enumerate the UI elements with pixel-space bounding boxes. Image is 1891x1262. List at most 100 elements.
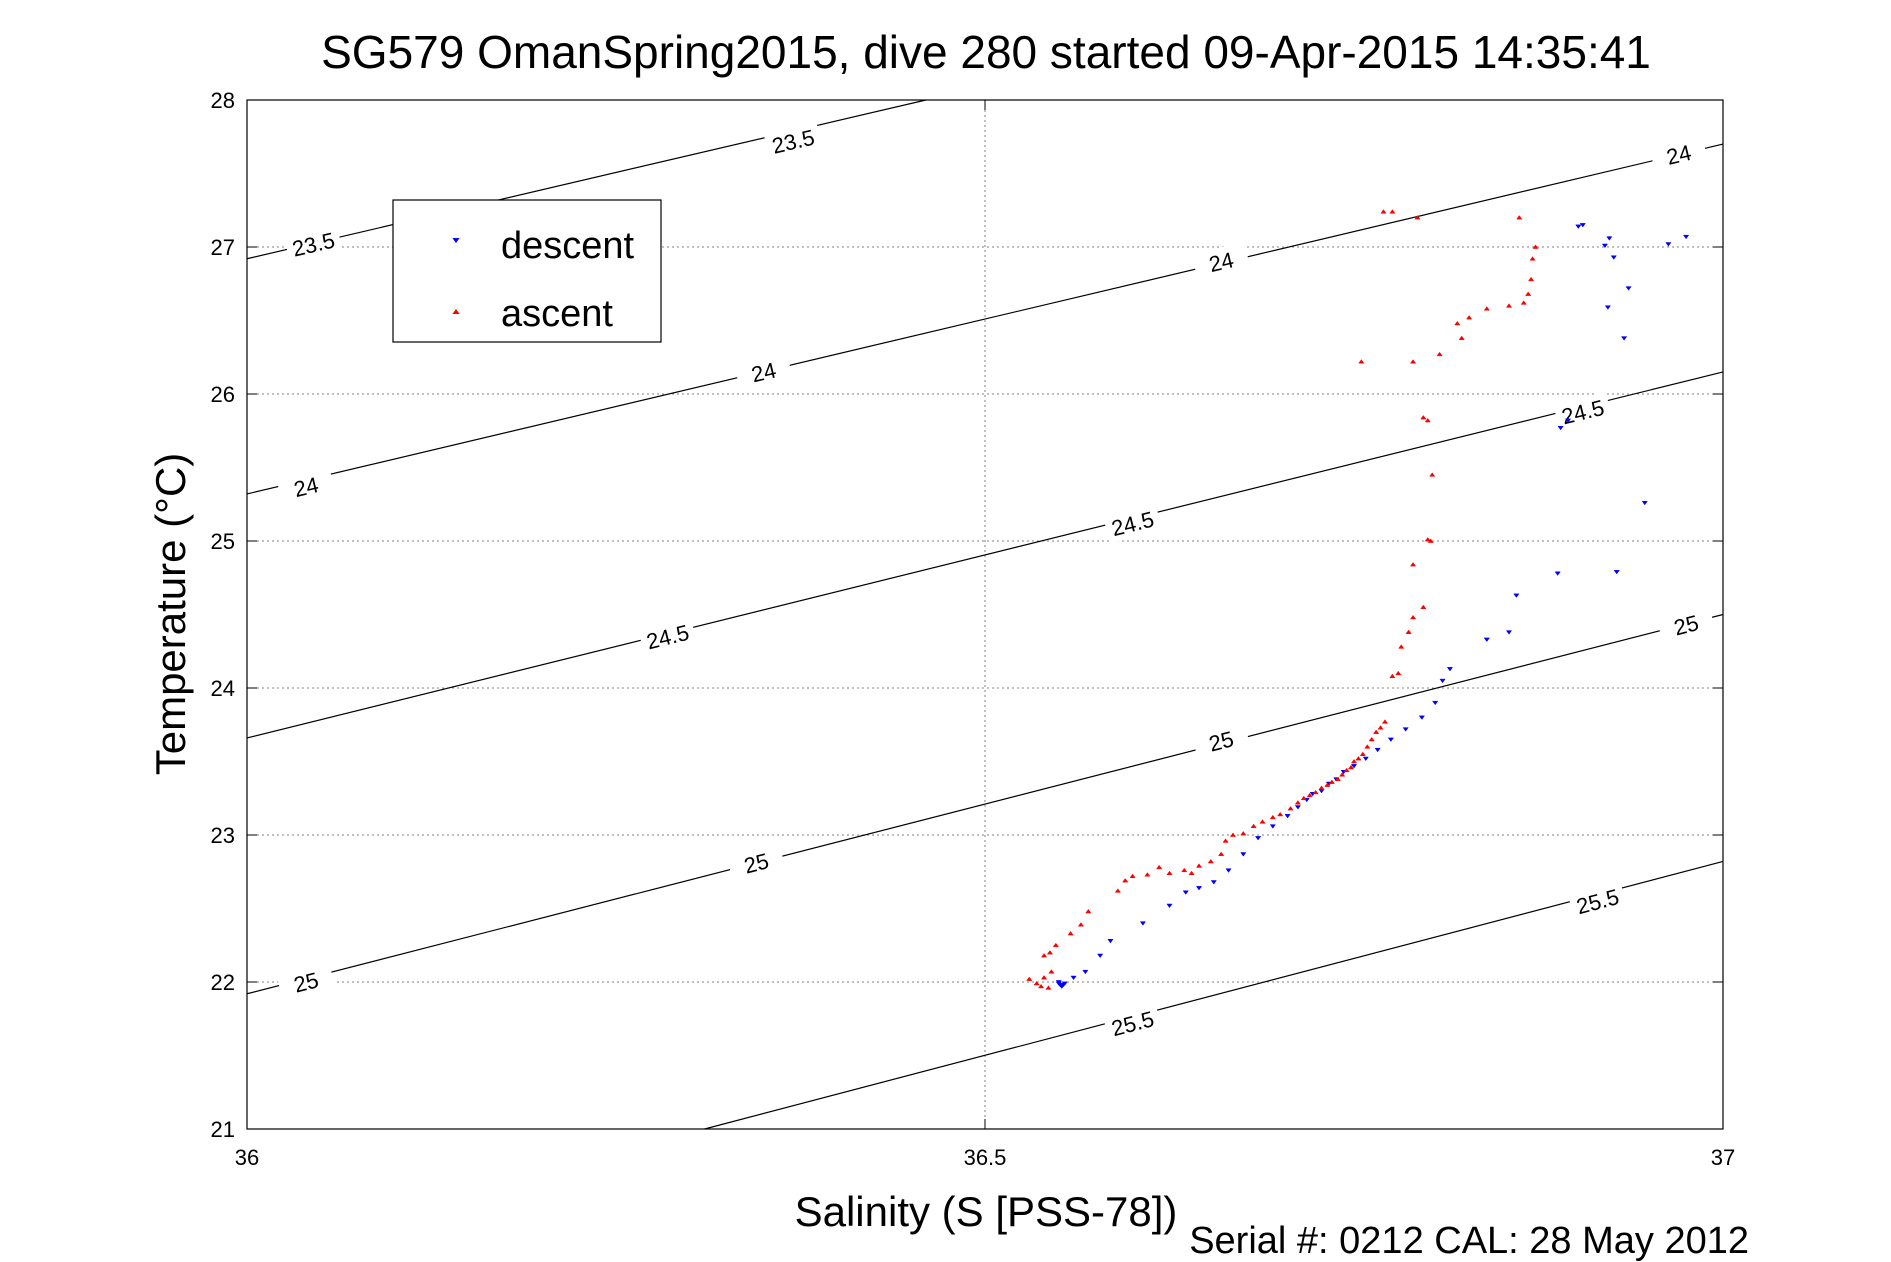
contour-line xyxy=(704,860,1724,1130)
ascent-point xyxy=(1505,303,1513,308)
y-tick-label: 28 xyxy=(211,88,235,113)
contour-label-gap xyxy=(276,466,336,507)
descent-point xyxy=(1513,593,1520,598)
ascent-point xyxy=(1454,320,1461,326)
y-tick-label: 26 xyxy=(211,382,235,407)
ascent-point xyxy=(1048,969,1055,974)
legend-label-ascent: ascent xyxy=(501,293,613,335)
descent-point xyxy=(1439,678,1446,684)
y-tick-label: 21 xyxy=(211,1117,235,1142)
descent-point xyxy=(1575,224,1582,229)
descent-point xyxy=(1613,570,1620,575)
density-contours: 23.523.52424242424.524.524.52525252525.5… xyxy=(246,99,1724,1130)
ascent-point xyxy=(1405,629,1412,634)
contour-line xyxy=(246,613,1724,995)
ascent-point xyxy=(1129,873,1136,878)
ascent-point xyxy=(1377,725,1384,730)
ascent-point xyxy=(1277,811,1284,817)
ascent-point xyxy=(1532,244,1539,249)
ascent-point xyxy=(1368,736,1375,742)
ascent-point xyxy=(1516,215,1523,220)
contour-label-gap xyxy=(726,842,786,884)
ascent-point xyxy=(1122,878,1129,883)
descent-point xyxy=(1625,286,1632,291)
ascent-point xyxy=(1085,908,1092,914)
ascent-point xyxy=(1420,415,1427,420)
ascent-point xyxy=(1188,870,1195,876)
ascent-point xyxy=(1380,209,1387,214)
ascent-point xyxy=(1222,838,1229,843)
ascent-point xyxy=(1166,870,1173,876)
ascent-point xyxy=(1181,867,1188,873)
ascent-point xyxy=(1229,832,1237,837)
descent-point xyxy=(1564,418,1572,423)
contour-label-gap xyxy=(734,352,794,392)
ascent-point xyxy=(1429,472,1436,477)
x-tick-label: 37 xyxy=(1711,1145,1735,1170)
descent-point xyxy=(1061,981,1068,986)
ascent-point xyxy=(1033,980,1040,986)
contour-label-gap xyxy=(1191,720,1251,762)
contour-label-text: 24 xyxy=(749,357,779,387)
contour-label-gap xyxy=(1649,134,1709,175)
axis-ticks: 36 36.5 37 21 22 23 24 25 26 27 28 xyxy=(211,88,1736,1170)
contour-label-text: 25 xyxy=(741,848,771,878)
descent-point xyxy=(1097,953,1104,959)
descent-point xyxy=(1225,868,1232,873)
y-tick-label: 24 xyxy=(211,676,235,701)
ascent-point xyxy=(1038,983,1045,989)
ascent-point xyxy=(1156,864,1163,870)
descent-point xyxy=(1210,880,1217,885)
contour-label-text: 25 xyxy=(1206,726,1236,756)
ascent-point xyxy=(1339,772,1346,777)
ascent-point xyxy=(1334,776,1341,781)
contour-label: 25 xyxy=(276,961,336,1003)
legend-marker-ascent xyxy=(452,309,460,315)
legend-box xyxy=(392,199,662,343)
contour-label-gap xyxy=(283,224,343,264)
contour-label-gap xyxy=(1191,241,1251,282)
ascent-point xyxy=(1207,858,1214,864)
descent-point xyxy=(1579,223,1586,228)
ascent-point xyxy=(1195,863,1203,868)
ascent-point xyxy=(1389,673,1396,679)
contour-label: 25 xyxy=(1191,720,1251,762)
descent-point xyxy=(1139,921,1147,926)
contour-label-gap xyxy=(276,961,336,1003)
contour-label: 24 xyxy=(1649,134,1709,175)
contour-line xyxy=(246,371,1724,739)
descent-point xyxy=(1606,236,1613,241)
descent-point xyxy=(1374,747,1381,753)
ascent-point xyxy=(1389,209,1396,214)
y-tick-label: 27 xyxy=(211,235,235,260)
y-tick-label: 22 xyxy=(211,970,235,995)
ascent-point xyxy=(1424,537,1431,542)
descent-point xyxy=(1182,890,1189,895)
legend-markers xyxy=(452,237,460,315)
contour-label-text: 25 xyxy=(291,967,321,997)
descent-point xyxy=(1254,836,1262,841)
contour-label-gap xyxy=(1102,1002,1163,1044)
ascent-point xyxy=(1067,930,1074,936)
descent-point xyxy=(1418,715,1425,720)
descent-point xyxy=(1195,886,1203,891)
ascent-point xyxy=(1144,872,1151,877)
ascent-point xyxy=(1312,789,1319,795)
ascent-point xyxy=(1328,779,1335,784)
ascent-point xyxy=(1300,795,1307,801)
ascent-point xyxy=(1420,604,1427,609)
descent-point xyxy=(1294,805,1301,810)
ascent-point xyxy=(1520,300,1527,305)
ascent-point xyxy=(1114,888,1121,893)
descent-point xyxy=(1483,637,1490,643)
ascent-point xyxy=(1528,276,1535,282)
descent-point xyxy=(1665,242,1672,247)
descent-point xyxy=(1402,727,1409,732)
ascent-point xyxy=(1287,806,1294,811)
ascent-point xyxy=(1306,792,1313,798)
contour-label-text: 24 xyxy=(291,472,321,502)
ascent-point xyxy=(1077,922,1085,927)
x-axis-label: Salinity (S [PSS-78]) xyxy=(795,1188,1178,1235)
ascent-point xyxy=(1347,764,1355,770)
